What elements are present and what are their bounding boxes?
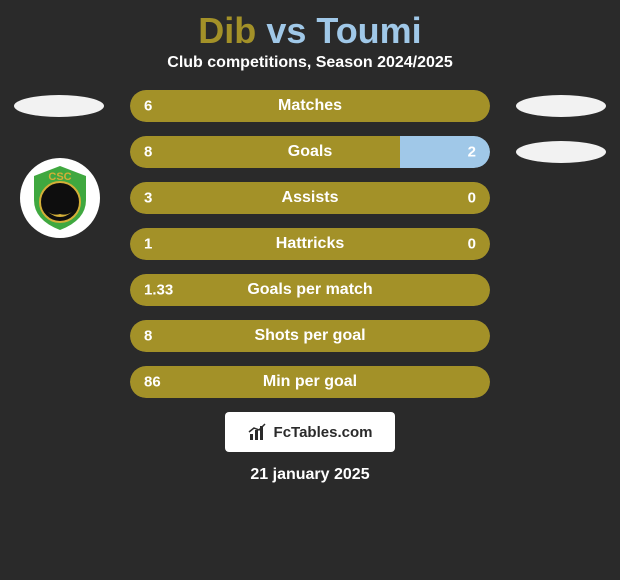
svg-text:CSC: CSC (48, 171, 71, 183)
stat-label: Goals (288, 143, 332, 161)
stat-row: 8 2 Goals (130, 136, 490, 168)
stat-value-right: 0 (468, 190, 476, 207)
stat-value-left: 6 (144, 98, 152, 115)
bar-left (130, 136, 400, 168)
stats-container: 6 Matches 8 2 Goals 3 0 Assists 1 0 Hattricks 1.33 G… (0, 90, 620, 398)
brand-card: FcTables.com (225, 412, 395, 452)
stat-value-left: 1.33 (144, 282, 173, 299)
stat-row: 3 0 Assists (130, 182, 490, 214)
vs-text: vs (266, 10, 306, 51)
player-badge-right (516, 95, 606, 117)
club-logo: CSC (20, 158, 100, 238)
stat-label: Shots per goal (254, 327, 365, 345)
stat-row: 1.33 Goals per match (130, 274, 490, 306)
stat-label: Matches (278, 97, 342, 115)
club-crest-icon: CSC (24, 162, 96, 234)
stat-value-left: 8 (144, 328, 152, 345)
player-badge-left (14, 95, 104, 117)
stat-value-left: 86 (144, 374, 161, 391)
comparison-title: Dib vs Toumi (0, 0, 620, 54)
stat-row: 86 Min per goal (130, 366, 490, 398)
stat-value-left: 3 (144, 190, 152, 207)
subtitle: Club competitions, Season 2024/2025 (0, 54, 620, 72)
brand-text: FcTables.com (274, 424, 373, 441)
player1-name: Dib (198, 10, 256, 51)
stat-row: 8 Shots per goal (130, 320, 490, 352)
stat-value-right: 0 (468, 236, 476, 253)
footer-date: 21 january 2025 (0, 466, 620, 484)
stat-row: 1 0 Hattricks (130, 228, 490, 260)
bar-right (400, 136, 490, 168)
stat-value-right: 2 (468, 144, 476, 161)
stat-label: Hattricks (276, 235, 344, 253)
player-badge-right (516, 141, 606, 163)
stat-label: Goals per match (247, 281, 372, 299)
stat-label: Min per goal (263, 373, 357, 391)
stat-value-left: 8 (144, 144, 152, 161)
chart-icon (248, 422, 268, 442)
player2-name: Toumi (316, 10, 421, 51)
stat-value-left: 1 (144, 236, 152, 253)
stat-label: Assists (282, 189, 339, 207)
stat-row: 6 Matches (130, 90, 490, 122)
